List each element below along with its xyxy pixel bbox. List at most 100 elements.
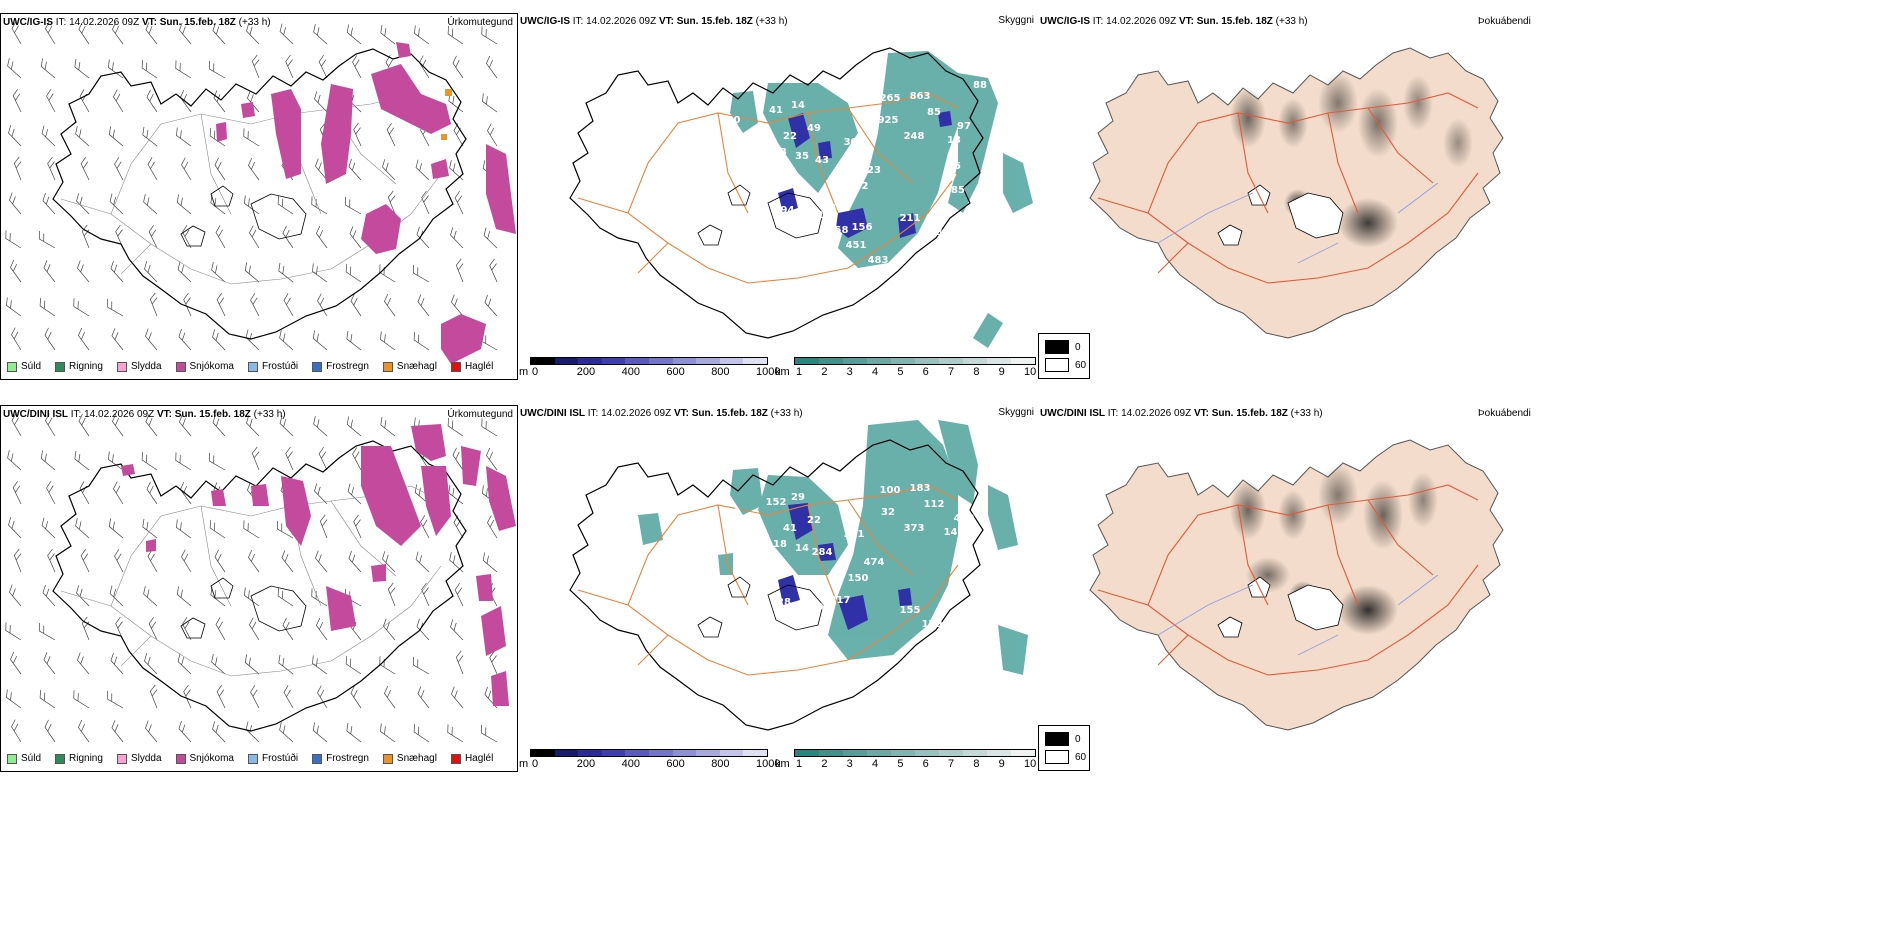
wind-barb: [313, 24, 328, 45]
wind-barb: [114, 549, 124, 573]
wind-barb: [5, 622, 22, 641]
colorbar-tick-label: 3: [846, 758, 853, 770]
wind-barb: [282, 617, 294, 641]
wind-barb: [75, 518, 90, 539]
legend-swatch: [55, 361, 66, 372]
wind-barb: [249, 617, 260, 641]
wind-barb: [311, 196, 328, 215]
colorbar-tick-label: 5: [897, 758, 904, 770]
wind-barb: [447, 724, 464, 743]
wind-barb: [251, 54, 260, 79]
wind-barb: [112, 413, 124, 437]
wind-barb: [279, 23, 294, 45]
wind-barb: [144, 261, 158, 283]
fog-legend-swatch: [1045, 750, 1069, 764]
colorbar-unit: m: [519, 758, 529, 770]
wind-barb: [346, 416, 362, 437]
colorbar-tick-label: 200: [576, 758, 596, 770]
colorbar-unit: km: [775, 758, 790, 770]
ceiling-value-label: 29: [791, 492, 805, 503]
wind-barb: [452, 447, 464, 471]
colorbar-tick-label: 5: [897, 366, 904, 378]
low-ceiling-areas: [778, 503, 912, 630]
wind-barb: [80, 156, 90, 181]
wind-barb: [12, 480, 22, 505]
wind-barb: [180, 481, 192, 505]
ceiling-value-label: 494: [774, 205, 795, 216]
ceiling-value-label: 13: [947, 135, 961, 146]
precip-legend-item: Rigning: [55, 361, 103, 372]
wind-barb: [113, 481, 124, 505]
wind-barb: [482, 552, 498, 573]
wind-barb: [283, 293, 294, 317]
colorbar-swatch: [625, 750, 649, 756]
ceiling-value-label: 85: [947, 161, 961, 172]
wind-barb: [450, 619, 464, 641]
colorbar-tick-label: 9: [998, 366, 1005, 378]
ceiling-value-label: 100: [720, 115, 741, 126]
wind-barb: [47, 548, 56, 573]
wind-barb: [382, 159, 396, 181]
ceiling-value-label: 155: [900, 605, 921, 616]
precip-legend-item: Frostregn: [312, 361, 369, 372]
wind-barb: [349, 226, 362, 249]
legend-swatch: [247, 753, 258, 764]
wind-barb: [413, 264, 430, 283]
wind-barb: [11, 21, 22, 45]
wind-barb: [316, 617, 328, 641]
legend-swatch: [312, 753, 323, 764]
header-top-precip: UWC/IG-IS IT: 14.02.2026 09Z VT: Sun. 15…: [3, 17, 271, 28]
colorbar-tick-label: 800: [711, 758, 730, 770]
wind-barb: [250, 293, 260, 317]
precip-legend-item: Snæhagl: [382, 361, 437, 372]
colorbar-swatch: [531, 358, 555, 364]
cloud-title-top: Skyggni: [998, 15, 1034, 26]
legend-label: Rigning: [69, 361, 103, 372]
wind-barb: [11, 327, 22, 351]
ceiling-value-label: 22: [807, 515, 821, 526]
wind-barb: [11, 719, 22, 743]
wind-barb: [110, 652, 124, 675]
wind-barb: [421, 582, 430, 607]
colorbar-swatch: [987, 358, 1011, 364]
wind-barb: [243, 520, 260, 539]
colorbar-tick-label: 10: [1024, 758, 1037, 770]
colorbar-tick-label: 6: [922, 758, 929, 770]
wind-barb: [316, 225, 328, 249]
wind-barb: [277, 195, 294, 215]
wind-barb: [78, 21, 90, 45]
colorbar-strip: [530, 357, 768, 365]
precip-legend-item: Snjókoma: [175, 361, 234, 372]
colorbar-tick-label: 800: [711, 366, 730, 378]
colorbar-strip: [530, 749, 768, 757]
precip-legend-top: Súld Rigning Slydda Snjókoma Frostúði Frostre…: [7, 361, 507, 372]
wind-barb: [40, 58, 56, 79]
wind-barb: [417, 686, 430, 709]
wind-barb: [455, 258, 464, 283]
wind-barb: [142, 518, 158, 539]
wind-barbs: [5, 413, 498, 743]
colorbar-swatch: [578, 358, 602, 364]
wind-barb: [143, 586, 158, 607]
wind-barb: [244, 262, 260, 283]
legend-label: Frostregn: [326, 361, 369, 372]
wind-barb: [319, 514, 328, 539]
legend-swatch: [450, 361, 461, 372]
wind-barb: [417, 294, 430, 317]
wind-barb: [176, 519, 192, 539]
wind-barb: [413, 656, 430, 675]
legend-label: Snæhagl: [396, 361, 437, 372]
wind-barb: [279, 722, 294, 743]
colorbar-tick-label: 0: [532, 758, 539, 770]
precip-legend-item: Frostúði: [247, 753, 298, 764]
wind-barb: [142, 126, 158, 147]
legend-swatch: [247, 361, 258, 372]
ceiling-colorbar-bottom: m 0 200 400 600 800 1000: [518, 749, 780, 772]
wind-barb: [347, 483, 362, 505]
wind-barb: [345, 263, 362, 283]
precip-legend-item: Snæhagl: [382, 753, 437, 764]
wind-barb: [318, 446, 328, 471]
wind-barb: [181, 549, 192, 573]
cloud-panel-top: 100 41 14 49 22 43 35 33 304 23 265 863 925 85 248 97 13…: [518, 13, 1038, 380]
ceiling-value-label: 104: [810, 602, 831, 613]
